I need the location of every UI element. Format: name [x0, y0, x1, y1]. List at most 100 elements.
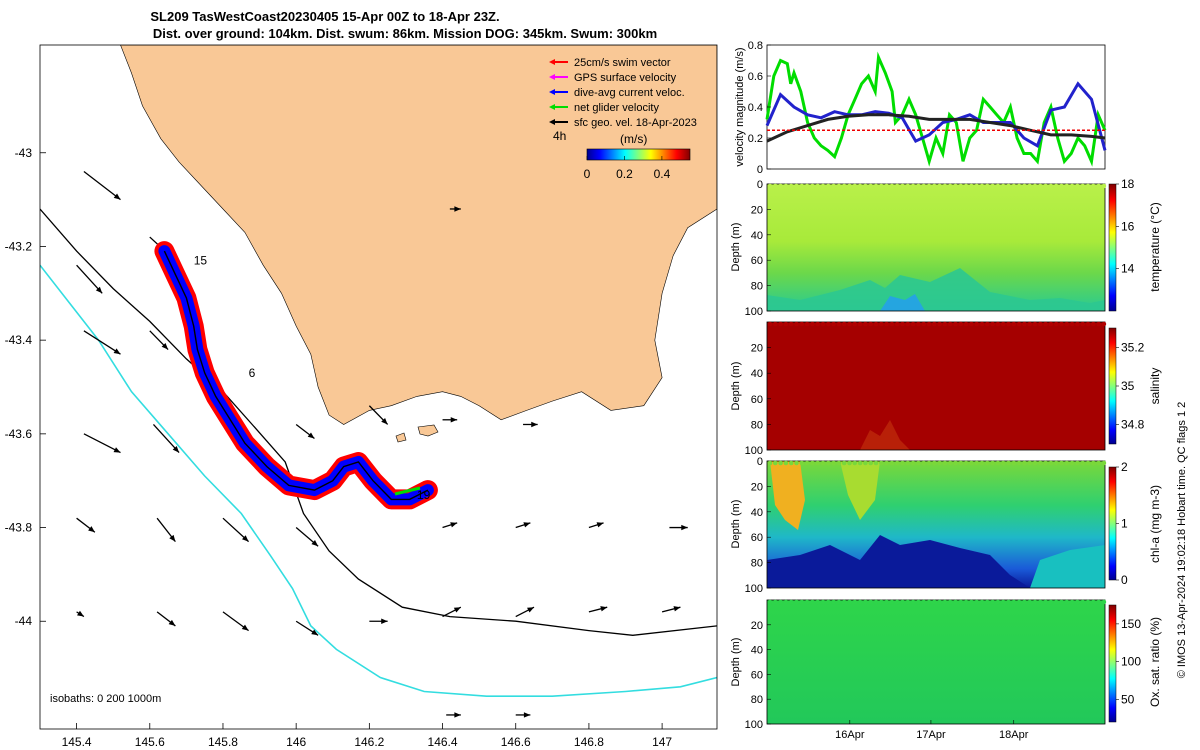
profile-dot — [916, 321, 921, 327]
profile-dot — [910, 460, 916, 466]
profile-dot — [767, 321, 773, 327]
profile-dot — [1011, 183, 1017, 189]
profile-dot — [963, 460, 969, 466]
map-y-tick-label: -43.4 — [5, 333, 33, 347]
profile-dot — [873, 183, 879, 189]
profile-dot — [900, 599, 905, 605]
profile-dot — [873, 599, 879, 605]
salinity-axes-frame — [766, 321, 1106, 451]
profile-dot — [974, 599, 979, 605]
profile-dot — [1053, 321, 1059, 327]
profile-dot — [1080, 599, 1085, 605]
profile-dot — [921, 321, 926, 327]
salinity-colorbar — [1108, 327, 1117, 445]
profile-dot — [958, 599, 964, 605]
salinity-colorbar-label: salinity — [1148, 368, 1162, 405]
profile-dot — [1022, 321, 1027, 327]
legend-entry: sfc geo. vel. 18-Apr-2023 — [574, 117, 697, 129]
profile-dot — [857, 321, 863, 327]
profile-dot — [847, 599, 852, 605]
profile-dot — [841, 183, 847, 189]
profile-dot — [1075, 183, 1080, 189]
profile-dot — [767, 599, 773, 605]
salinity-field — [767, 322, 1105, 450]
profile-dot — [1032, 183, 1038, 189]
map-y-tick-label: -44 — [15, 614, 33, 628]
profile-dot — [894, 321, 900, 327]
map-x-tick-label: 145.4 — [62, 735, 92, 749]
oxygen-colorbar-label: Ox. sat. ratio (%) — [1148, 617, 1162, 707]
velocity-ylabel: velocity magnitude (m/s) — [734, 47, 746, 166]
profile-dot — [1048, 599, 1054, 605]
profile-dot — [995, 321, 1001, 327]
profile-dot — [1096, 460, 1101, 466]
profile-dot — [836, 460, 842, 466]
profile-dot — [1096, 599, 1101, 605]
profile-dot — [847, 460, 852, 466]
velocity-vector-head — [681, 524, 688, 531]
velocity-series-line — [766, 113, 1106, 143]
profile-dot — [947, 183, 953, 189]
velocity-vector-head — [77, 610, 84, 617]
velocity-vector-head — [113, 447, 121, 453]
profile-dot — [783, 321, 789, 327]
profile-dot — [958, 183, 964, 189]
profile-dot — [1053, 183, 1059, 189]
velocity-vector-head — [169, 534, 176, 542]
map-x-tick-label: 146 — [286, 735, 306, 749]
profile-dot — [1027, 183, 1032, 189]
velocity-y-tick-label: 0.8 — [748, 40, 763, 52]
profile-dot — [947, 460, 953, 466]
legend-entry: 25cm/s swim vector — [574, 57, 671, 69]
profile-dot — [857, 460, 863, 466]
profile-dot — [820, 599, 826, 605]
profile-dot — [1053, 460, 1059, 466]
depth-tick-label: 60 — [751, 255, 763, 267]
colorbar-tick-label: 1 — [1121, 517, 1128, 531]
depth-tick-label: 20 — [751, 204, 763, 216]
depth-tick-label: 80 — [751, 694, 763, 706]
profile-dot — [1091, 321, 1096, 327]
profile-dot — [804, 321, 810, 327]
oxygen-depth-label: Depth (m) — [730, 638, 742, 687]
profile-dot — [799, 460, 805, 466]
profile-dot — [916, 183, 921, 189]
profile-dot — [815, 460, 820, 466]
profile-dot — [953, 460, 958, 466]
profile-dot — [1059, 321, 1064, 327]
profile-dot — [910, 321, 916, 327]
colorbar-tick-label: 50 — [1121, 692, 1135, 706]
profile-dot — [884, 460, 889, 466]
profile-dot — [1064, 599, 1070, 605]
profile-dot — [788, 460, 794, 466]
profile-dot — [1011, 599, 1017, 605]
temperature-cold-bottom — [767, 268, 1105, 311]
profile-dot — [1069, 599, 1075, 605]
profile-dot — [953, 183, 958, 189]
profile-dot — [942, 321, 948, 327]
map-x-tick-label: 146.4 — [428, 735, 458, 749]
profile-dot — [1091, 460, 1096, 466]
chlorophyll-y-ticks: 0 20 40 60 80 100 — [745, 456, 1107, 595]
velocity-vector-head — [596, 522, 604, 528]
day-marker-19: 19 — [417, 488, 431, 502]
speed-colorbar-ticks: 0 0.2 0.4 — [584, 156, 671, 181]
colorbar-tick-label: 35 — [1121, 379, 1135, 393]
profile-dot — [1096, 183, 1101, 189]
profile-dot — [873, 460, 879, 466]
profile-dot — [799, 321, 805, 327]
net-glider-velocity-segment — [394, 486, 421, 496]
profile-dot — [894, 460, 900, 466]
velocity-vector-head — [523, 522, 531, 528]
profile-dot — [990, 321, 995, 327]
profile-dot — [969, 599, 974, 605]
profile-dot — [841, 321, 847, 327]
profile-dot — [916, 599, 921, 605]
profile-dot — [937, 321, 942, 327]
profile-dot — [826, 183, 831, 189]
profile-dot — [810, 321, 815, 327]
velocity-panel: 0 0.2 0.4 0.6 0.8 velocity magnitude (m/s) — [734, 40, 1107, 176]
chlorophyll-colorbar-ticks: 0 1 2 — [1116, 460, 1128, 587]
profile-dot — [778, 321, 783, 327]
velocity-vector-head — [450, 522, 458, 528]
